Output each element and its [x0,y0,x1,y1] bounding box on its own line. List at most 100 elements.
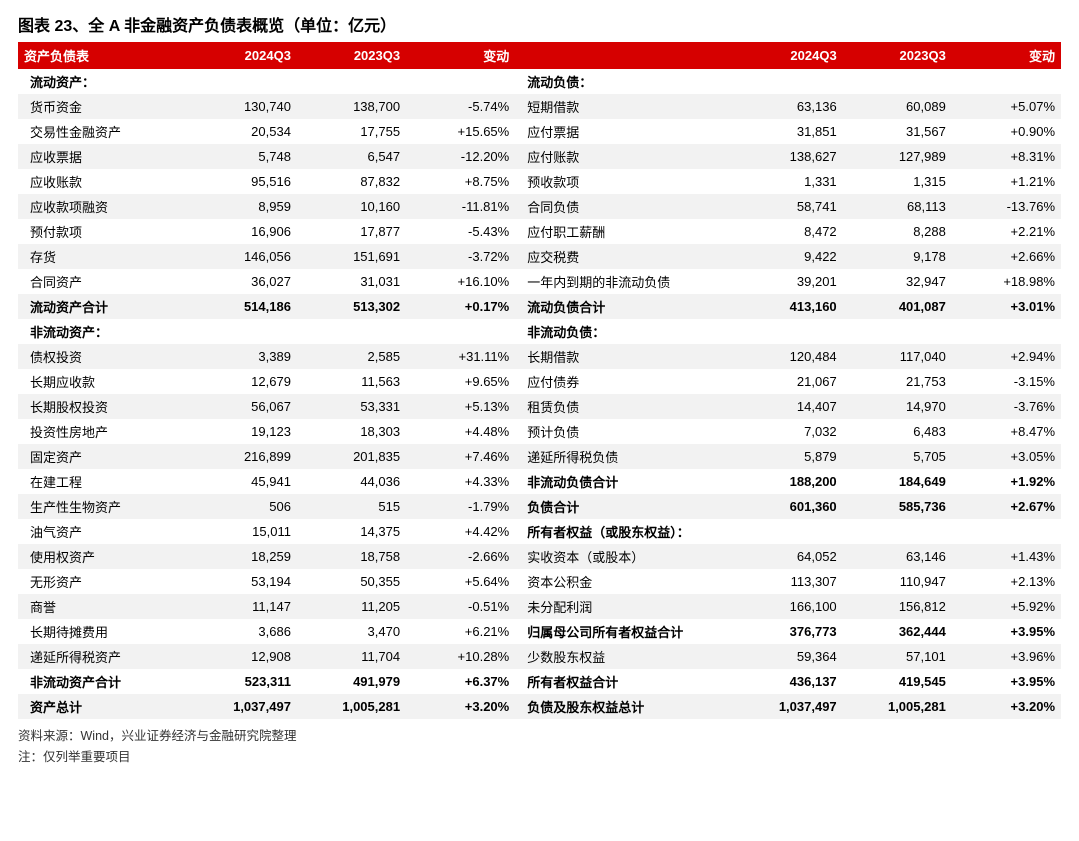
row-change-l: +31.11% [406,344,515,369]
row-2023q3-r: 6,483 [843,419,952,444]
row-2024q3-r: 58,741 [734,194,843,219]
row-2023q3-r: 57,101 [843,644,952,669]
table-row: 长期待摊费用 3,686 3,470 +6.21% 归属母公司所有者权益合计 3… [18,619,1061,644]
row-change-l: +6.37% [406,669,515,694]
row-2023q3-l: 3,470 [297,619,406,644]
row-label-l: 应收票据 [18,144,188,169]
row-2024q3-l: 146,056 [188,244,297,269]
row-2024q3-l: 11,147 [188,594,297,619]
row-2023q3-r: 585,736 [843,494,952,519]
row-label-l: 油气资产 [18,519,188,544]
table-row: 非流动资产合计 523,311 491,979 +6.37% 所有者权益合计 4… [18,669,1061,694]
table-row: 资产总计 1,037,497 1,005,281 +3.20% 负债及股东权益总… [18,694,1061,719]
row-2024q3-l: 514,186 [188,294,297,319]
row-label-r: 租赁负债 [515,394,733,419]
row-2024q3-r: 8,472 [734,219,843,244]
section-heading: 非流动资产： [18,319,188,344]
row-2023q3-l: 87,832 [297,169,406,194]
row-label-l: 存货 [18,244,188,269]
row-change-l: +16.10% [406,269,515,294]
row-change-l: +6.21% [406,619,515,644]
row-label-r: 少数股东权益 [515,644,733,669]
row-2024q3-l: 1,037,497 [188,694,297,719]
row-2024q3-l: 12,679 [188,369,297,394]
row-change-l: -5.74% [406,94,515,119]
row-2023q3-l: 17,755 [297,119,406,144]
row-change-l: +9.65% [406,369,515,394]
row-label-l: 流动资产合计 [18,294,188,319]
table-row: 长期股权投资 56,067 53,331 +5.13% 租赁负债 14,407 … [18,394,1061,419]
row-change-l: +5.64% [406,569,515,594]
row-label-l: 交易性金融资产 [18,119,188,144]
row-change-r: +3.20% [952,694,1061,719]
header-row: 资产负债表 2024Q3 2023Q3 变动 2024Q3 2023Q3 变动 [18,42,1061,69]
row-2023q3-l: 11,563 [297,369,406,394]
table-title: 图表 23、全 A 非金融资产负债表概览（单位：亿元） [18,12,1061,36]
row-2024q3-l: 8,959 [188,194,297,219]
row-change-r: -3.15% [952,369,1061,394]
table-row: 合同资产 36,027 31,031 +16.10% 一年内到期的非流动负债 3… [18,269,1061,294]
table-row: 固定资产 216,899 201,835 +7.46% 递延所得税负债 5,87… [18,444,1061,469]
row-2023q3-r: 117,040 [843,344,952,369]
row-change-r: +2.94% [952,344,1061,369]
table-row: 油气资产 15,011 14,375 +4.42%所有者权益（或股东权益）： [18,519,1061,544]
row-2023q3-l: 53,331 [297,394,406,419]
section-heading: 流动资产： [18,69,188,94]
row-change-r: +2.13% [952,569,1061,594]
row-2023q3-r: 401,087 [843,294,952,319]
row-2024q3-l: 18,259 [188,544,297,569]
row-2024q3-r: 5,879 [734,444,843,469]
row-change-r: -3.76% [952,394,1061,419]
row-2023q3-r: 60,089 [843,94,952,119]
row-2023q3-r: 419,545 [843,669,952,694]
row-2023q3-l: 44,036 [297,469,406,494]
row-label-r: 未分配利润 [515,594,733,619]
row-2023q3-r: 156,812 [843,594,952,619]
row-label-l: 应收账款 [18,169,188,194]
row-label-r: 预计负债 [515,419,733,444]
row-2024q3-r: 376,773 [734,619,843,644]
row-change-r: +3.05% [952,444,1061,469]
table-row: 在建工程 45,941 44,036 +4.33% 非流动负债合计 188,20… [18,469,1061,494]
row-label-l: 预付款项 [18,219,188,244]
row-label-l: 投资性房地产 [18,419,188,444]
row-change-r: +3.96% [952,644,1061,669]
row-2024q3-r: 436,137 [734,669,843,694]
row-2024q3-r: 188,200 [734,469,843,494]
row-label-r: 应付票据 [515,119,733,144]
row-2024q3-r: 601,360 [734,494,843,519]
table-row: 流动资产：流动负债： [18,69,1061,94]
row-2024q3-r: 413,160 [734,294,843,319]
row-change-l: +4.42% [406,519,515,544]
table-row: 预付款项 16,906 17,877 -5.43% 应付职工薪酬 8,472 8… [18,219,1061,244]
row-change-l: -1.79% [406,494,515,519]
row-2023q3-l: 14,375 [297,519,406,544]
footer-source: 资料来源：Wind，兴业证券经济与金融研究院整理 [18,725,1061,744]
row-2024q3-l: 20,534 [188,119,297,144]
row-2023q3-l: 2,585 [297,344,406,369]
row-label-l: 递延所得税资产 [18,644,188,669]
table-row: 应收账款 95,516 87,832 +8.75% 预收款项 1,331 1,3… [18,169,1061,194]
row-change-r: +2.21% [952,219,1061,244]
row-change-r: +18.98% [952,269,1061,294]
table-row: 货币资金 130,740 138,700 -5.74% 短期借款 63,136 … [18,94,1061,119]
row-label-r: 流动负债合计 [515,294,733,319]
row-2023q3-r: 14,970 [843,394,952,419]
row-2024q3-l: 130,740 [188,94,297,119]
row-label-l: 长期股权投资 [18,394,188,419]
section-heading: 所有者权益（或股东权益）： [515,519,733,544]
row-2023q3-l: 11,205 [297,594,406,619]
row-2023q3-l: 10,160 [297,194,406,219]
row-change-r: +3.01% [952,294,1061,319]
row-2023q3-r: 32,947 [843,269,952,294]
row-change-r: +8.31% [952,144,1061,169]
row-2024q3-l: 506 [188,494,297,519]
hdr-2024q3-r: 2024Q3 [734,42,843,69]
row-2024q3-l: 53,194 [188,569,297,594]
row-2024q3-l: 3,686 [188,619,297,644]
row-2024q3-r: 7,032 [734,419,843,444]
row-change-r: +5.92% [952,594,1061,619]
row-2024q3-r: 120,484 [734,344,843,369]
row-label-l: 在建工程 [18,469,188,494]
row-label-r: 应付债券 [515,369,733,394]
